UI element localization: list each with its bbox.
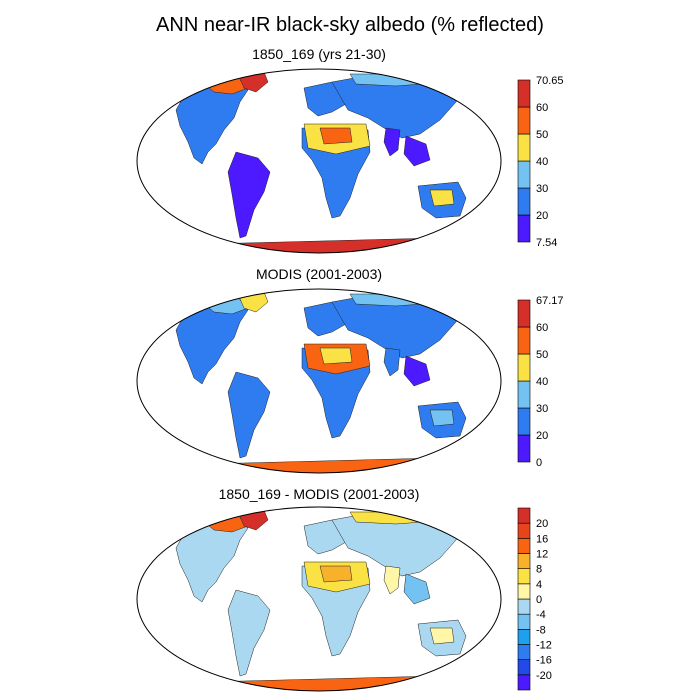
colorbar-label: 67.17 bbox=[536, 296, 564, 307]
colorbar-label: 16 bbox=[536, 533, 548, 545]
map-border bbox=[136, 68, 502, 254]
region-india bbox=[383, 127, 401, 157]
colorbar-swatch bbox=[517, 613, 531, 630]
region-south-america bbox=[227, 371, 271, 459]
panel-2-title: MODIS (2001-2003) bbox=[255, 266, 383, 282]
colorbar-swatch bbox=[517, 629, 531, 645]
colorbar-label: 50 bbox=[536, 129, 548, 141]
colorbar-label: 70.65 bbox=[536, 76, 564, 87]
region-sahara-core bbox=[319, 127, 353, 145]
colorbar-swatch bbox=[517, 326, 531, 355]
region-se-asia bbox=[403, 135, 431, 167]
figure-title: ANN near-IR black-sky albedo (% reflecte… bbox=[156, 14, 544, 36]
colorbar-swatch bbox=[517, 583, 531, 600]
region-india bbox=[383, 347, 401, 377]
colorbar-label: -20 bbox=[536, 670, 552, 682]
region-australia-core bbox=[429, 189, 455, 207]
colorbar-swatch bbox=[517, 598, 531, 615]
colorbar-swatch bbox=[517, 160, 531, 189]
colorbar-swatch bbox=[517, 353, 531, 382]
colorbar-label: 4 bbox=[536, 579, 542, 591]
region-australia-core bbox=[429, 627, 455, 645]
colorbar-label: 20 bbox=[536, 518, 548, 530]
region-se-asia bbox=[403, 573, 431, 605]
region-siberia-north bbox=[349, 293, 449, 307]
colorbar-label: 20 bbox=[536, 210, 548, 222]
colorbar-label: 50 bbox=[536, 349, 548, 361]
colorbar-label: 40 bbox=[536, 376, 548, 388]
colorbar-label: 40 bbox=[536, 156, 548, 168]
colorbar-swatch bbox=[517, 644, 531, 660]
colorbar-label: 0 bbox=[536, 594, 542, 606]
colorbar-swatch bbox=[517, 568, 531, 585]
panel-1-title: 1850_169 (yrs 21-30) bbox=[252, 46, 386, 62]
map-panel-3 bbox=[136, 506, 502, 692]
panel-3-title: 1850_169 - MODIS (2001-2003) bbox=[218, 486, 420, 502]
region-india bbox=[383, 565, 401, 595]
colorbar-1: 7.54 20 30 40 50 60 70.65 bbox=[517, 76, 564, 246]
region-siberia-north bbox=[349, 511, 449, 525]
colorbar-label: -16 bbox=[536, 655, 552, 667]
region-south-america bbox=[227, 589, 271, 677]
region-sahara-core bbox=[319, 347, 353, 365]
region-siberia-north bbox=[349, 73, 449, 87]
colorbar-swatch bbox=[517, 299, 531, 328]
colorbar-swatch bbox=[517, 553, 531, 569]
colorbar-swatch bbox=[517, 407, 531, 436]
colorbar-swatch bbox=[517, 187, 531, 216]
colorbar-label: -12 bbox=[536, 640, 552, 652]
colorbar-swatch bbox=[517, 522, 531, 539]
colorbar-label: 12 bbox=[536, 549, 548, 561]
colorbar-swatch bbox=[517, 79, 531, 108]
colorbar-label: 7.54 bbox=[536, 237, 557, 246]
colorbar-label: 60 bbox=[536, 322, 548, 334]
colorbar-swatch bbox=[517, 434, 531, 463]
colorbar-label: 0 bbox=[536, 457, 542, 466]
colorbar-label: -8 bbox=[536, 624, 546, 636]
region-se-asia bbox=[403, 355, 431, 387]
colorbar-label: 30 bbox=[536, 403, 548, 415]
region-sahara-core bbox=[319, 565, 353, 583]
colorbar-swatch bbox=[517, 133, 531, 162]
colorbar-label: 30 bbox=[536, 183, 548, 195]
colorbar-label: 20 bbox=[536, 430, 548, 442]
map-panel-2 bbox=[136, 288, 502, 474]
colorbar-swatch bbox=[517, 106, 531, 135]
colorbar-label: -4 bbox=[536, 609, 546, 621]
colorbar-swatch bbox=[517, 507, 531, 524]
colorbar-label: 8 bbox=[536, 564, 542, 576]
colorbar-swatch bbox=[517, 380, 531, 409]
colorbar-2: 0 20 30 40 50 60 67.17 bbox=[517, 296, 564, 466]
map-border bbox=[136, 506, 502, 692]
colorbar-swatch bbox=[517, 214, 531, 243]
colorbar-swatch bbox=[517, 674, 531, 691]
region-australia-core bbox=[429, 409, 455, 427]
region-south-america bbox=[227, 151, 271, 239]
map-panel-1 bbox=[136, 68, 502, 254]
colorbar-label: 60 bbox=[536, 102, 548, 114]
map-border bbox=[136, 288, 502, 474]
colorbar-3: -20 -16 -12 -8 -4 0 4 8 12 16 20 bbox=[517, 507, 552, 691]
colorbar-swatch bbox=[517, 538, 531, 554]
colorbar-swatch bbox=[517, 659, 531, 676]
